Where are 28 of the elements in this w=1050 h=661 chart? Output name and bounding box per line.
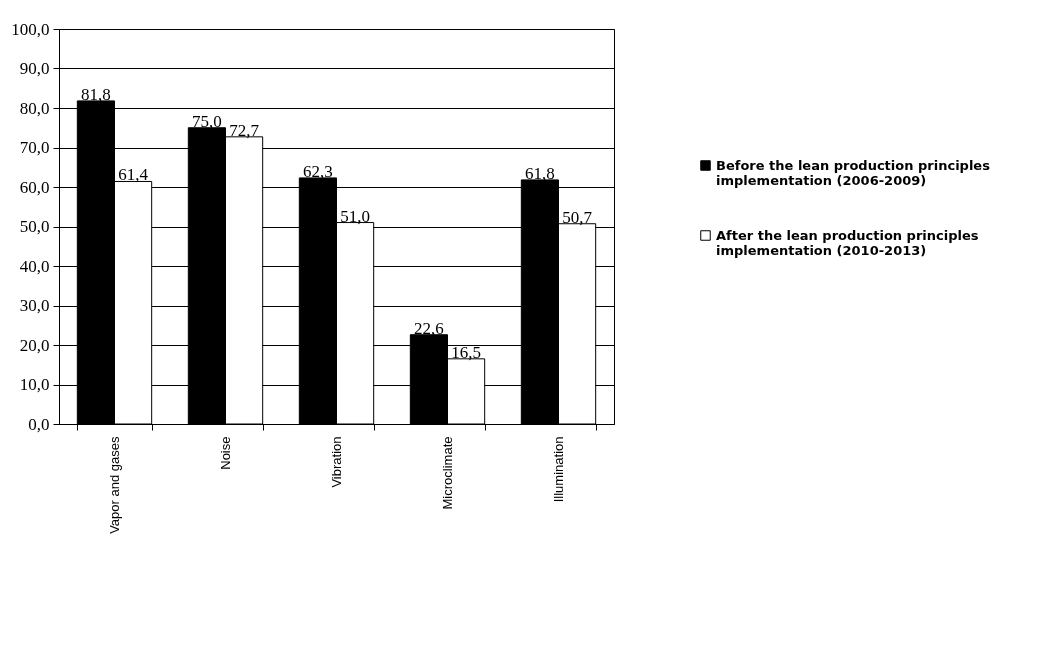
y-tick-label: 20,0: [19, 335, 50, 355]
legend-label: After the lean production principles implementation (2010-2013): [716, 227, 979, 258]
y-tick-label: 70,0: [19, 138, 50, 157]
data-label: 75,0: [192, 111, 222, 131]
y-tick-label: 100,0: [11, 19, 50, 39]
data-label: 22,6: [414, 318, 444, 338]
data-label: 51,0: [340, 206, 370, 226]
data-label: 16,5: [451, 342, 481, 362]
data-label: 61,8: [525, 163, 555, 183]
y-tick-label: 10,0: [19, 375, 50, 394]
data-label: 81,8: [81, 84, 111, 104]
y-tick-label: 40,0: [19, 256, 50, 276]
x-tick-label: Microclimate: [440, 436, 455, 510]
y-tick-label: 90,0: [19, 59, 50, 78]
x-tick-label: Vapor and gases: [107, 436, 122, 534]
x-tick-label: Noise: [218, 436, 233, 470]
y-tick-label: 60,0: [19, 177, 50, 197]
y-tick-label: 30,0: [19, 296, 50, 315]
y-tick-label: 80,0: [19, 98, 50, 118]
x-tick-label: Vibration: [329, 436, 344, 488]
y-tick-label: 0,0: [28, 414, 50, 434]
x-tick-label: Illumination: [551, 436, 566, 503]
data-label: 72,7: [229, 120, 260, 140]
data-label: 50,7: [562, 207, 593, 227]
data-label: 62,3: [303, 161, 333, 181]
legend-label: Before the lean production principles implementation (2006-2009): [716, 157, 991, 188]
y-tick-label: 50,0: [19, 217, 50, 236]
data-label: 61,4: [118, 165, 149, 185]
